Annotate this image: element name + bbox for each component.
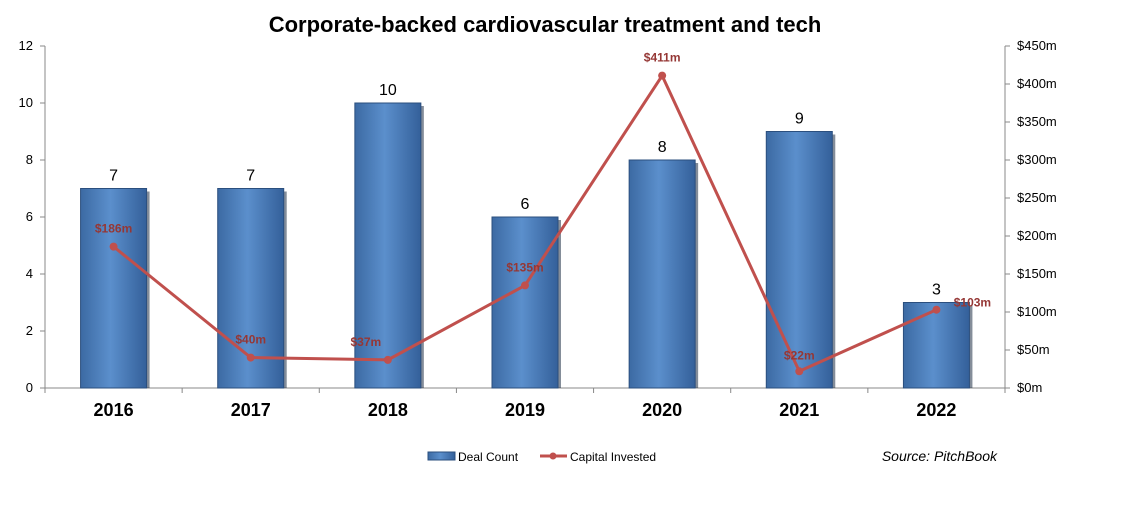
capital-invested-point xyxy=(383,355,392,364)
x-axis-category-label: 2022 xyxy=(916,400,956,420)
x-axis-category-label: 2021 xyxy=(779,400,819,420)
capital-invested-value-label: $103m xyxy=(954,296,991,310)
x-axis-category-label: 2016 xyxy=(94,400,134,420)
capital-invested-value-label: $411m xyxy=(644,51,681,65)
bar-value-label: 8 xyxy=(658,139,667,156)
capital-invested-value-label: $22m xyxy=(784,348,815,362)
chart-title: Corporate-backed cardiovascular treatmen… xyxy=(269,12,822,37)
capital-invested-point xyxy=(795,367,804,376)
left-axis-tick-label: 2 xyxy=(26,323,33,338)
left-axis-tick-label: 0 xyxy=(26,380,33,395)
right-axis-tick-label: $450m xyxy=(1017,38,1057,53)
x-axis-category-label: 2019 xyxy=(505,400,545,420)
right-axis-tick-label: $200m xyxy=(1017,228,1057,243)
capital-invested-value-label: $40m xyxy=(235,333,266,347)
source-note: Source: PitchBook xyxy=(882,448,998,464)
right-axis-tick-label: $0m xyxy=(1017,380,1042,395)
x-axis-category-label: 2020 xyxy=(642,400,682,420)
capital-invested-point xyxy=(246,353,255,362)
left-axis-tick-label: 10 xyxy=(19,95,33,110)
left-axis-tick-label: 8 xyxy=(26,152,33,167)
capital-invested-point xyxy=(658,71,667,80)
legend-label-capital-invested: Capital Invested xyxy=(570,450,656,464)
right-axis-tick-label: $150m xyxy=(1017,266,1057,281)
capital-invested-value-label: $186m xyxy=(95,222,132,236)
capital-invested-value-label: $135m xyxy=(506,260,543,274)
axes: 0 2 4 6 8 10 12 $0m $50m $100m $150m $200m $250m $300… xyxy=(19,38,1057,420)
capital-invested-value-label: $37m xyxy=(351,335,382,349)
legend-marker-capital-invested xyxy=(549,452,557,460)
bar-deal-count xyxy=(491,216,559,389)
right-axis-tick-label: $100m xyxy=(1017,304,1057,319)
bar-value-label: 3 xyxy=(932,282,941,299)
bar-deal-count xyxy=(80,188,148,389)
bar-value-label: 7 xyxy=(246,168,255,185)
bar-value-label: 7 xyxy=(109,168,118,185)
right-axis-tick-label: $300m xyxy=(1017,152,1057,167)
bar-deal-count xyxy=(354,102,422,389)
legend-label-deal-count: Deal Count xyxy=(458,450,519,464)
line-series-capital-invested: $186m $40m $37m $135m $411m $22m $103m xyxy=(95,51,991,376)
bar-value-label: 6 xyxy=(521,196,530,213)
right-axis-tick-label: $400m xyxy=(1017,76,1057,91)
bar-value-label: 10 xyxy=(379,82,397,99)
left-axis-tick-label: 4 xyxy=(26,266,33,281)
x-axis-category-label: 2018 xyxy=(368,400,408,420)
right-axis-tick-label: $250m xyxy=(1017,190,1057,205)
bar-deal-count xyxy=(902,302,970,389)
left-axis-tick-label: 12 xyxy=(19,38,33,53)
bar-deal-count xyxy=(765,131,833,389)
bar-series-deal-count: 7 7 10 6 8 9 3 xyxy=(80,82,973,389)
capital-invested-point xyxy=(932,305,941,314)
legend: Deal Count Capital Invested xyxy=(427,450,656,464)
right-axis-tick-label: $350m xyxy=(1017,114,1057,129)
capital-invested-point xyxy=(109,242,118,251)
right-axis-tick-label: $50m xyxy=(1017,342,1050,357)
bar-value-label: 9 xyxy=(795,111,804,128)
capital-invested-point xyxy=(521,281,529,290)
x-axis-category-label: 2017 xyxy=(231,400,271,420)
left-axis-tick-label: 6 xyxy=(26,209,33,224)
bar-deal-count xyxy=(628,159,696,389)
legend-swatch-deal-count xyxy=(427,451,456,461)
